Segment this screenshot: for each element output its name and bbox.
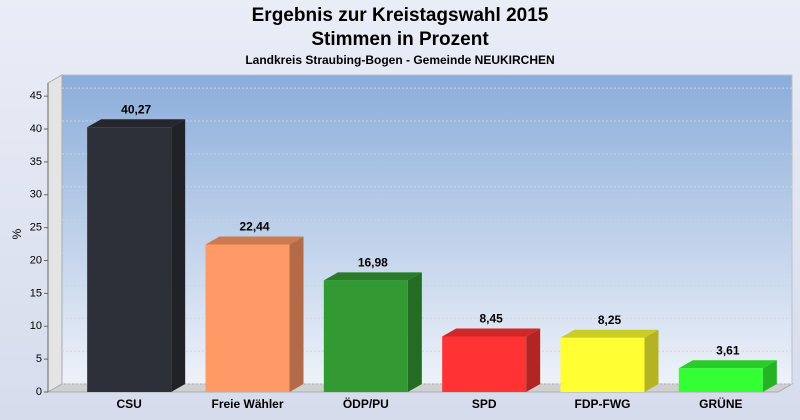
bar <box>205 244 290 392</box>
y-tick-label: 0 <box>36 386 42 398</box>
bar-top <box>560 329 659 338</box>
y-tick-label: 40 <box>30 123 42 135</box>
y-tick-label: 45 <box>30 90 42 102</box>
bar-side <box>526 328 541 392</box>
bar <box>323 280 408 392</box>
bar-top <box>678 360 777 369</box>
y-tick-label: 10 <box>30 320 42 332</box>
chart-title: Stimmen in Prozent <box>311 29 489 50</box>
y-tick-label: 35 <box>30 156 42 168</box>
value-label: 8,25 <box>598 313 622 327</box>
x-tick-label: ÖDP/PU <box>343 396 389 411</box>
bar <box>678 368 763 392</box>
y-tick-label: 15 <box>30 287 42 299</box>
y-axis-label: % <box>10 228 24 239</box>
value-label: 8,45 <box>479 312 503 326</box>
x-tick-label: Freie Wähler <box>211 397 283 411</box>
left-wall <box>47 74 63 393</box>
x-tick-label: FDP-FWG <box>575 397 631 411</box>
bar-side <box>289 236 304 392</box>
chart-subtitle: Landkreis Straubing-Bogen - Gemeinde NEU… <box>245 53 554 67</box>
x-tick-label: SPD <box>472 397 497 411</box>
bar <box>87 127 172 393</box>
bar-side <box>171 119 186 393</box>
x-tick-label: CSU <box>116 397 141 411</box>
bar-side <box>407 272 422 392</box>
bar <box>560 337 645 392</box>
bar-top <box>205 236 304 245</box>
y-tick-label: 20 <box>30 254 42 266</box>
bar <box>442 336 527 392</box>
bar-top <box>442 328 541 337</box>
y-tick-label: 25 <box>30 222 42 234</box>
bar-top <box>323 272 422 281</box>
y-tick-label: 30 <box>30 189 42 201</box>
bar-top <box>87 119 186 128</box>
value-label: 3,61 <box>716 343 740 357</box>
value-label: 22,44 <box>239 220 269 234</box>
chart-title: Ergebnis zur Kreistagswahl 2015 <box>252 5 549 26</box>
bar-side <box>644 329 659 392</box>
value-label: 40,27 <box>121 102 151 116</box>
x-tick-label: GRÜNE <box>699 396 742 411</box>
y-tick-label: 5 <box>36 353 42 365</box>
bar-side <box>762 360 777 392</box>
value-label: 16,98 <box>358 256 388 270</box>
